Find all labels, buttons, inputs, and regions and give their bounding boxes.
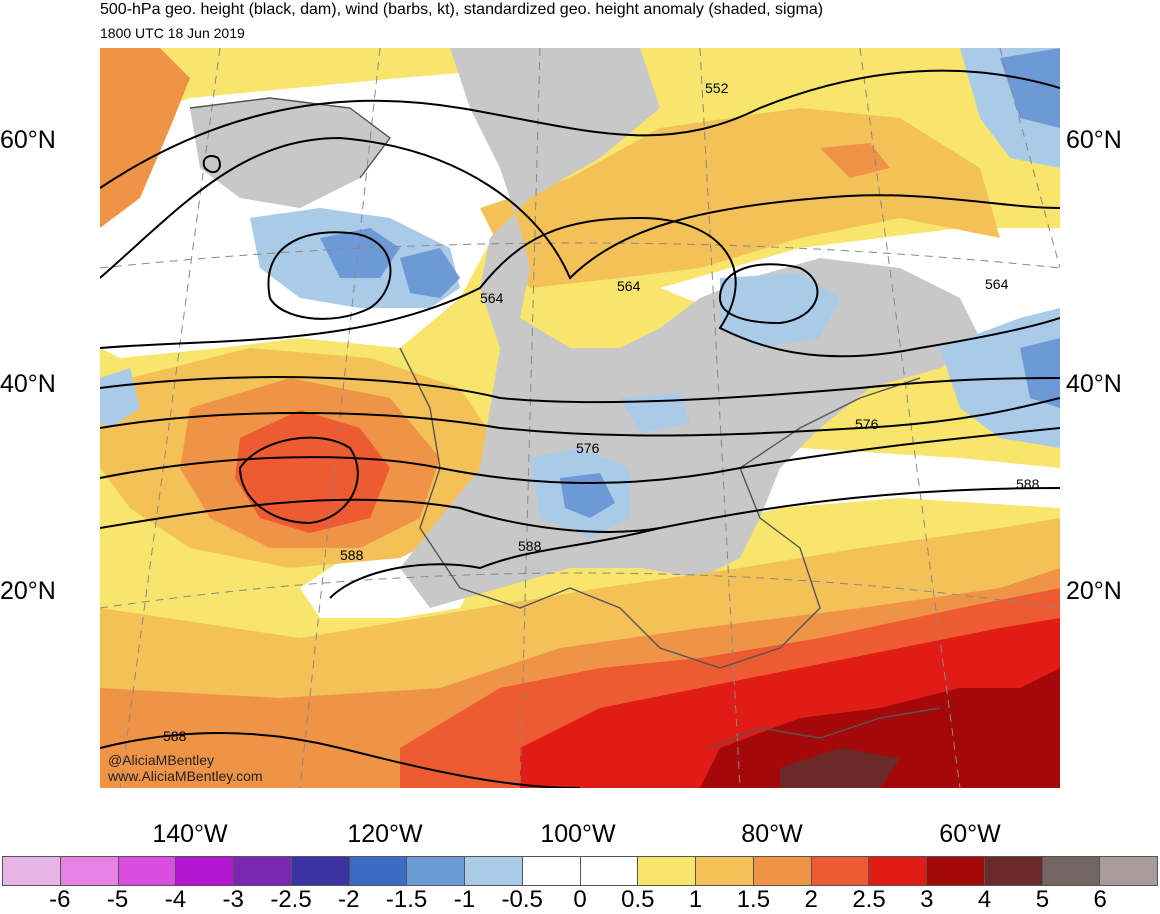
colorbar-tick-label: -6 [49, 886, 71, 913]
colorbar-tick-label: 2 [804, 886, 818, 913]
colorbar-tick-label: -2 [338, 886, 360, 913]
valid-time: 1800 UTC 18 Jun 2019 [100, 25, 245, 41]
lat-label-left-40n: 40°N [0, 370, 56, 398]
colorbar-tick-label: 1 [688, 886, 703, 913]
anomaly-positive-5 [780, 748, 900, 788]
colorbar-swatch [349, 857, 408, 885]
lon-label-120w: 120°W [347, 820, 423, 848]
colorbar-swatch [176, 857, 234, 885]
colorbar-swatch [696, 857, 754, 885]
coastlines [189, 97, 941, 749]
colorbar-swatch [3, 857, 61, 885]
weather-map [100, 48, 1060, 788]
height-contours [100, 69, 1060, 788]
lat-label-right-60n: 60°N [1066, 126, 1122, 154]
anomaly-positive-4 [700, 668, 1060, 788]
colorbar-swatch [234, 857, 292, 885]
anomaly-negative-0-5 [100, 368, 140, 428]
colorbar-tick-label: -1.5 [385, 886, 428, 913]
colorbar-swatch [811, 857, 870, 885]
contour-label: 564 [985, 276, 1009, 292]
lon-label-140w: 140°W [152, 820, 228, 848]
colorbar-swatch [984, 857, 1043, 885]
colorbar-tick-label: -4 [164, 886, 187, 913]
colorbar-tick-label: 5 [1035, 886, 1050, 913]
colorbar-swatch [291, 857, 350, 885]
graticule [100, 48, 1060, 788]
anomaly-negative-1 [320, 228, 400, 278]
lon-label-60w: 60°W [939, 820, 1001, 848]
colorbar-tick-label: 6 [1093, 886, 1107, 913]
contour-label: 588 [1016, 476, 1040, 492]
colorbar-swatch [927, 857, 985, 885]
colorbar-tick-label: -0.5 [501, 886, 543, 913]
anomaly-positive-2 [100, 48, 190, 228]
colorbar [2, 856, 1158, 886]
contour-label: 564 [617, 278, 641, 294]
map-title: 500-hPa geo. height (black, dam), wind (… [100, 1, 824, 18]
contour-label: 564 [480, 290, 504, 306]
contour-label: 576 [855, 416, 879, 432]
lat-label-right-20n: 20°N [1066, 577, 1122, 605]
contour-label: 588 [518, 538, 542, 554]
colorbar-tick-label: -3 [222, 886, 244, 913]
colorbar-swatch [869, 857, 927, 885]
colorbar-tick-label: 3 [920, 886, 934, 913]
colorbar-swatch [638, 857, 696, 885]
anomaly-negative-1 [560, 473, 615, 518]
colorbar-swatch [522, 857, 581, 885]
colorbar-swatch [465, 857, 523, 885]
colorbar-swatch [118, 857, 177, 885]
colorbar-tick-label: -5 [106, 886, 129, 913]
contour-label: 588 [340, 547, 364, 563]
contour-label: 576 [576, 440, 600, 456]
anomaly-positive-2 [820, 143, 890, 178]
colorbar-tick-label: 1.5 [736, 886, 771, 913]
land-mask [190, 98, 390, 208]
colorbar-tick-label: 0.5 [621, 886, 655, 913]
colorbar-swatch [753, 857, 812, 885]
anomaly-negative-1 [1000, 48, 1060, 128]
lat-label-right-40n: 40°N [1066, 370, 1122, 398]
contour-label: 588 [163, 728, 187, 744]
colorbar-swatch [1100, 857, 1157, 885]
colorbar-swatch [1042, 857, 1101, 885]
credit-website: www.AliciaMBentley.com [108, 768, 263, 784]
colorbar-tick-label: -1 [453, 886, 476, 913]
colorbar-tick-label: -2.5 [270, 886, 312, 913]
contour-label: 552 [705, 80, 729, 96]
lon-label-100w: 100°W [540, 820, 616, 848]
colorbar-swatch [580, 857, 639, 885]
lon-label-80w: 80°W [741, 820, 803, 848]
colorbar-tick-label: 2.5 [852, 886, 886, 913]
anomaly-negative-1 [400, 248, 460, 298]
colorbar-swatch [60, 857, 119, 885]
lat-label-left-20n: 20°N [0, 577, 56, 605]
anomaly-negative-0-5 [720, 273, 840, 348]
colorbar-tick-label: 4 [977, 886, 992, 913]
lat-label-left-60n: 60°N [0, 126, 56, 154]
colorbar-tick-label: 0 [573, 886, 587, 913]
anomaly-positive-2-5 [235, 410, 390, 533]
credit-twitter: @AliciaMBentley [108, 752, 215, 768]
anomaly-negative-0-5 [620, 393, 690, 433]
colorbar-swatch [407, 857, 465, 885]
anomaly-negative-1 [1020, 338, 1060, 408]
